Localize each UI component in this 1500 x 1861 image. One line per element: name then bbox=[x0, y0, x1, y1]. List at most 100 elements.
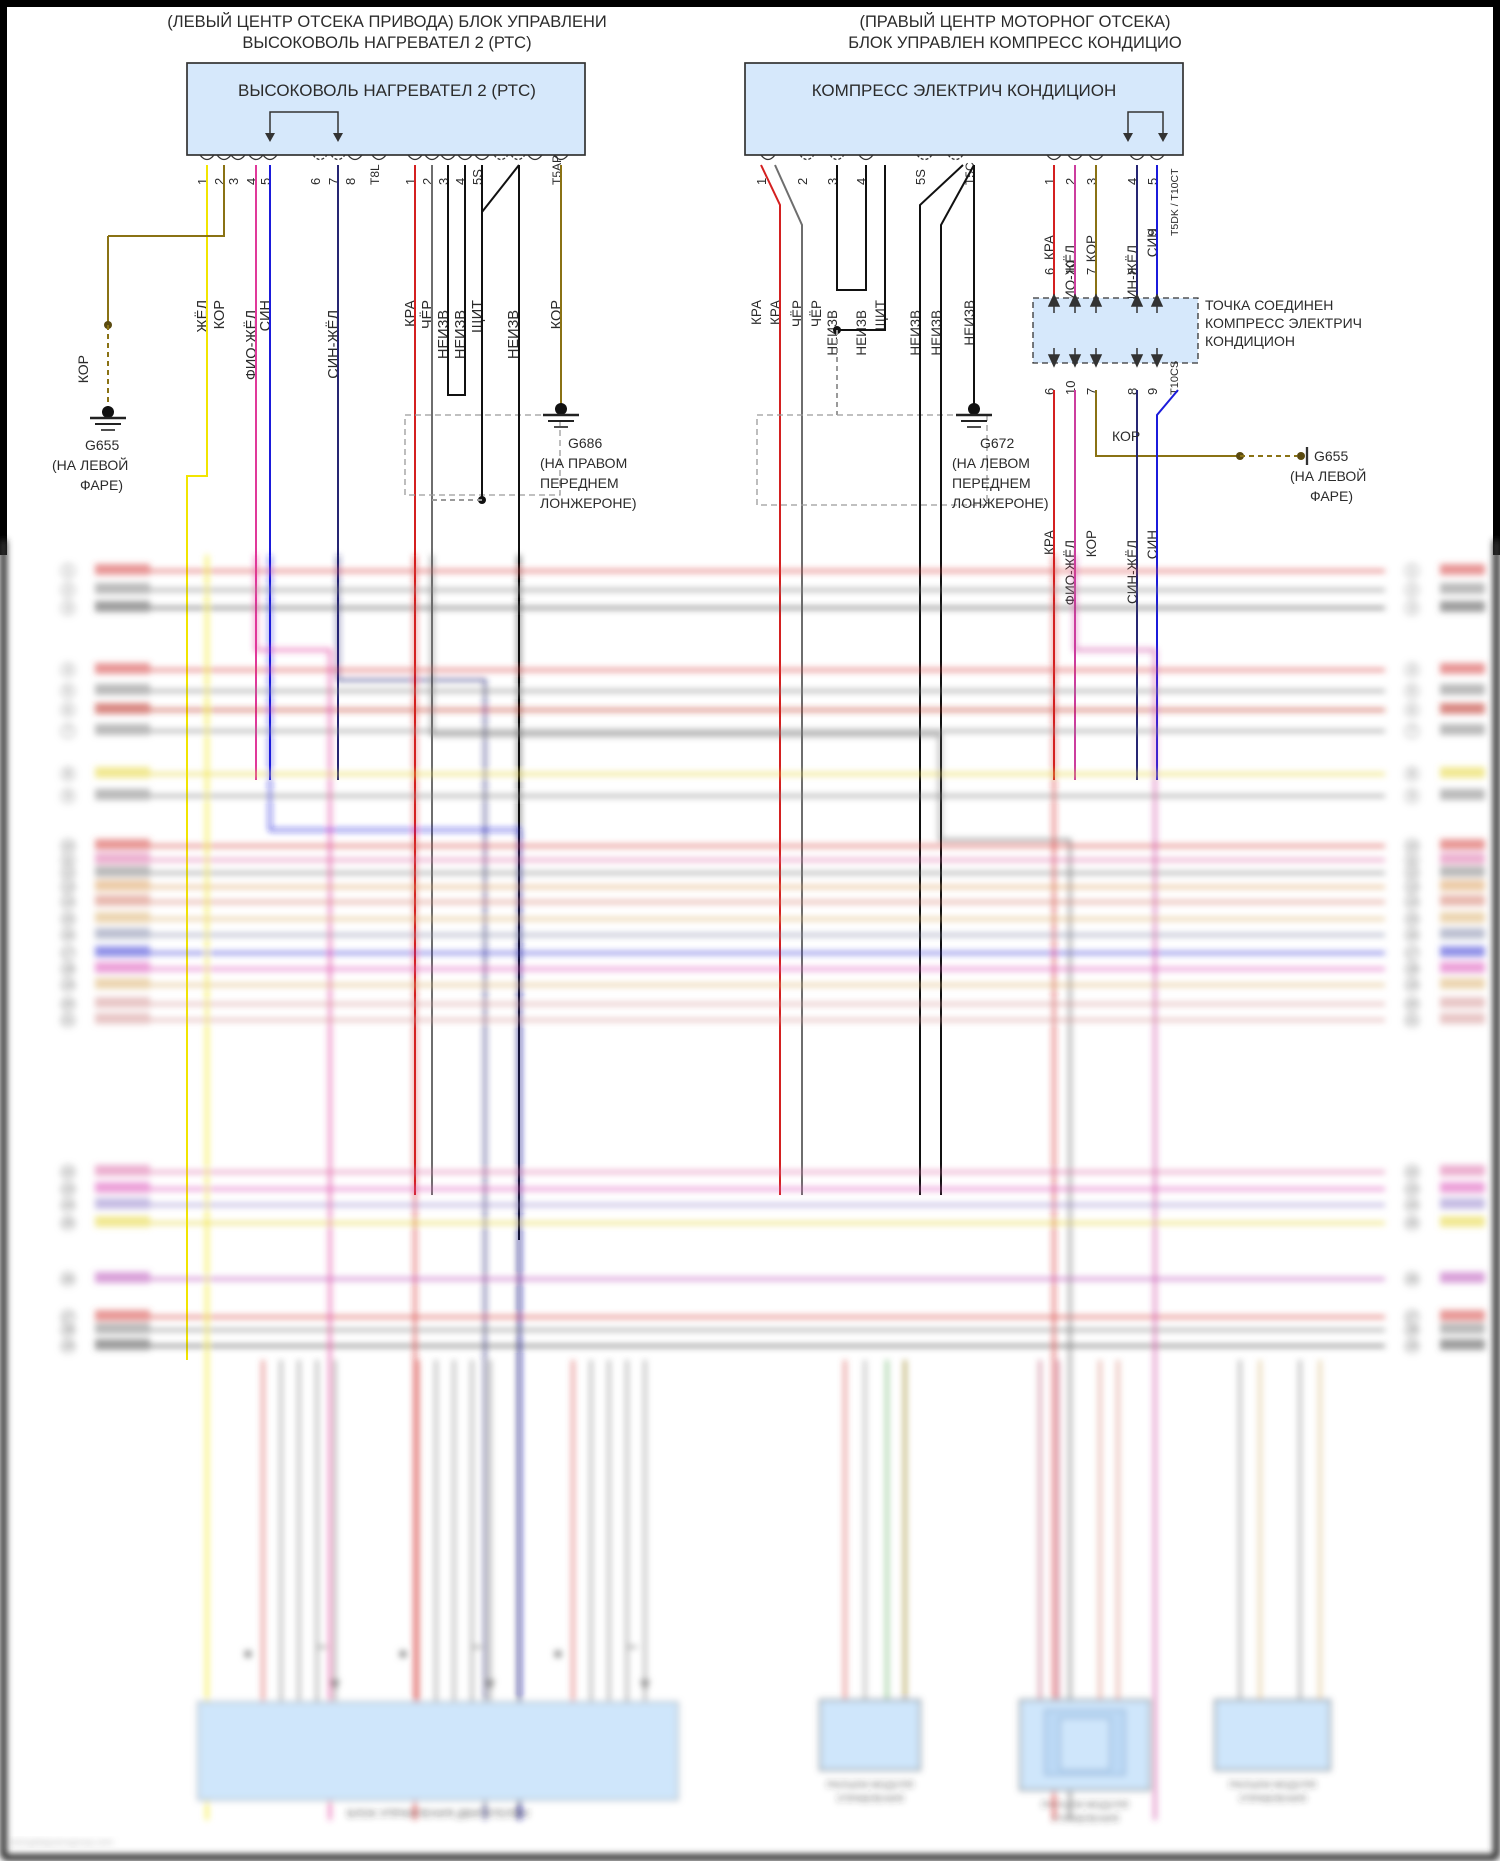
svg-text:9: 9 bbox=[1145, 388, 1160, 395]
svg-text:1: 1 bbox=[65, 566, 70, 576]
svg-text:14: 14 bbox=[63, 897, 73, 907]
svg-text:2: 2 bbox=[795, 178, 810, 185]
svg-text:25: 25 bbox=[63, 1218, 73, 1228]
svg-text:16: 16 bbox=[1407, 930, 1417, 940]
svg-text:27: 27 bbox=[1407, 1312, 1417, 1322]
svg-text:ФАРЕ): ФАРЕ) bbox=[1310, 488, 1353, 504]
svg-text:7: 7 bbox=[65, 726, 70, 736]
svg-text:19: 19 bbox=[1407, 980, 1417, 990]
svg-text:G655: G655 bbox=[85, 437, 119, 453]
svg-text:ЛОНЖЕРОНЕ): ЛОНЖЕРОНЕ) bbox=[540, 495, 636, 511]
svg-text:24: 24 bbox=[1407, 1200, 1417, 1210]
svg-text:11: 11 bbox=[1407, 855, 1416, 865]
svg-text:20: 20 bbox=[63, 999, 73, 1009]
svg-text:8: 8 bbox=[65, 769, 70, 779]
svg-text:КОНДИЦИОН: КОНДИЦИОН bbox=[1205, 333, 1295, 349]
svg-text:3: 3 bbox=[65, 603, 70, 613]
svg-text:НЕИЗВ: НЕИЗВ bbox=[854, 310, 869, 356]
svg-text:14: 14 bbox=[1407, 897, 1417, 907]
svg-text:НЕИЗВ: НЕИЗВ bbox=[453, 310, 469, 359]
svg-text:РАЗЪЕМ МОДУЛЯ: РАЗЪЕМ МОДУЛЯ bbox=[1229, 1780, 1316, 1791]
svg-text:T5DK / T10CT: T5DK / T10CT bbox=[1169, 168, 1181, 236]
svg-text:КОР: КОР bbox=[75, 355, 91, 383]
svg-text:(НА ЛЕВОМ: (НА ЛЕВОМ bbox=[952, 455, 1030, 471]
svg-text:ФАРЕ): ФАРЕ) bbox=[80, 477, 123, 493]
svg-text:17: 17 bbox=[1407, 948, 1417, 958]
svg-text:ЧЁР: ЧЁР bbox=[809, 300, 824, 327]
svg-text:ПЕРЕДНЕМ: ПЕРЕДНЕМ bbox=[540, 475, 619, 491]
svg-text:26: 26 bbox=[1407, 1274, 1417, 1284]
svg-text:16: 16 bbox=[63, 930, 73, 940]
svg-text:УПРАВЛЕНИЯ: УПРАВЛЕНИЯ bbox=[836, 1794, 904, 1805]
svg-text:КОР: КОР bbox=[212, 300, 228, 329]
svg-text:26: 26 bbox=[63, 1274, 73, 1284]
svg-text:22: 22 bbox=[1407, 1167, 1417, 1177]
svg-text:КОР: КОР bbox=[549, 300, 565, 329]
svg-text:10: 10 bbox=[1407, 841, 1417, 851]
svg-text:21: 21 bbox=[63, 1015, 73, 1025]
svg-text:G655: G655 bbox=[1314, 448, 1348, 464]
svg-text:15: 15 bbox=[1407, 914, 1417, 924]
svg-text:20: 20 bbox=[1407, 999, 1417, 1009]
svg-text:21: 21 bbox=[1407, 1015, 1417, 1025]
svg-text:9: 9 bbox=[65, 791, 70, 801]
svg-text:23: 23 bbox=[63, 1184, 73, 1194]
svg-text:5S: 5S bbox=[913, 169, 928, 185]
svg-text:РАЗЪЕМ МОДУЛЯ: РАЗЪЕМ МОДУЛЯ bbox=[827, 1780, 914, 1791]
svg-text:ЩИТ: ЩИТ bbox=[470, 300, 486, 333]
svg-text:3: 3 bbox=[1409, 603, 1414, 613]
svg-text:5: 5 bbox=[65, 686, 70, 696]
svg-text:КРА: КРА bbox=[749, 300, 764, 325]
svg-text:НЕИЗВ: НЕИЗВ bbox=[436, 310, 452, 359]
svg-text:8: 8 bbox=[1409, 769, 1414, 779]
svg-text:27: 27 bbox=[63, 1312, 73, 1322]
svg-text:13: 13 bbox=[63, 882, 73, 892]
svg-text:18: 18 bbox=[63, 964, 73, 974]
svg-text:КОР: КОР bbox=[1112, 428, 1140, 444]
svg-text:БЛОК УПРАВЛЕН КОМПРЕСС КОНДИЦИ: БЛОК УПРАВЛЕН КОМПРЕСС КОНДИЦИО bbox=[848, 34, 1182, 52]
svg-text:ЧЁР: ЧЁР bbox=[419, 300, 436, 329]
svg-text:КОМПРЕСС ЭЛЕКТРИЧ: КОМПРЕСС ЭЛЕКТРИЧ bbox=[1205, 315, 1362, 331]
svg-text:УПРАВЛЕНИЯ: УПРАВЛЕНИЯ bbox=[1051, 1814, 1119, 1825]
svg-text:4: 4 bbox=[65, 665, 70, 675]
svg-text:(НА ПРАВОМ: (НА ПРАВОМ bbox=[540, 455, 627, 471]
svg-text:12: 12 bbox=[63, 868, 73, 878]
svg-text:ТОЧКА СОЕДИНЕН: ТОЧКА СОЕДИНЕН bbox=[1205, 297, 1333, 313]
svg-text:18: 18 bbox=[1407, 964, 1417, 974]
svg-text:6: 6 bbox=[65, 705, 70, 715]
svg-text:КОР: КОР bbox=[1084, 530, 1099, 557]
svg-text:7: 7 bbox=[1409, 726, 1414, 736]
svg-text:6: 6 bbox=[308, 178, 323, 185]
svg-text:G686: G686 bbox=[568, 435, 602, 451]
svg-text:(НА ЛЕВОЙ: (НА ЛЕВОЙ bbox=[1290, 467, 1366, 484]
svg-text:28: 28 bbox=[1407, 1325, 1417, 1335]
svg-text:9: 9 bbox=[1409, 791, 1414, 801]
svg-text:13: 13 bbox=[1407, 882, 1417, 892]
svg-text:УПРАВЛЕНИЯ: УПРАВЛЕНИЯ bbox=[1239, 1794, 1307, 1805]
svg-text:6: 6 bbox=[1409, 705, 1414, 715]
svg-text:БЛОК УПРАВЛЕНИЯ ДВИГАТЕЛЕМ: БЛОК УПРАВЛЕНИЯ ДВИГАТЕЛЕМ bbox=[347, 1808, 529, 1820]
svg-text:24: 24 bbox=[63, 1200, 73, 1210]
svg-text:ВЫСОКОВОЛЬ НАГРЕВАТЕЛ 2 (РТС): ВЫСОКОВОЛЬ НАГРЕВАТЕЛ 2 (РТС) bbox=[238, 81, 536, 100]
svg-text:19: 19 bbox=[63, 980, 73, 990]
svg-text:28: 28 bbox=[63, 1325, 73, 1335]
svg-text:2: 2 bbox=[65, 585, 70, 595]
svg-text:3: 3 bbox=[226, 178, 241, 185]
svg-text:15: 15 bbox=[63, 914, 73, 924]
svg-text:(НА ЛЕВОЙ: (НА ЛЕВОЙ bbox=[52, 456, 128, 473]
svg-text:ЖЁЛ: ЖЁЛ bbox=[194, 300, 211, 333]
svg-text:10: 10 bbox=[63, 841, 73, 851]
svg-text:ВЫСОКОВОЛЬ НАГРЕВАТЕЛ 2 (РТС): ВЫСОКОВОЛЬ НАГРЕВАТЕЛ 2 (РТС) bbox=[242, 34, 531, 52]
svg-text:2: 2 bbox=[1409, 585, 1414, 595]
svg-text:29: 29 bbox=[63, 1341, 73, 1351]
svg-text:СИН: СИН bbox=[258, 300, 274, 331]
svg-text:4: 4 bbox=[1409, 665, 1414, 675]
svg-text:23: 23 bbox=[1407, 1184, 1417, 1194]
svg-text:СИН-ЖЁЛ: СИН-ЖЁЛ bbox=[325, 310, 342, 379]
svg-text:1: 1 bbox=[1409, 566, 1414, 576]
svg-text:T10CS: T10CS bbox=[1169, 361, 1181, 395]
svg-text:КОМПРЕСС ЭЛЕКТРИЧ КОНДИЦИОН: КОМПРЕСС ЭЛЕКТРИЧ КОНДИЦИОН bbox=[812, 81, 1117, 100]
svg-text:11: 11 bbox=[63, 855, 72, 865]
svg-text:29: 29 bbox=[1407, 1341, 1417, 1351]
svg-text:ЛОНЖЕРОНЕ): ЛОНЖЕРОНЕ) bbox=[952, 495, 1048, 511]
